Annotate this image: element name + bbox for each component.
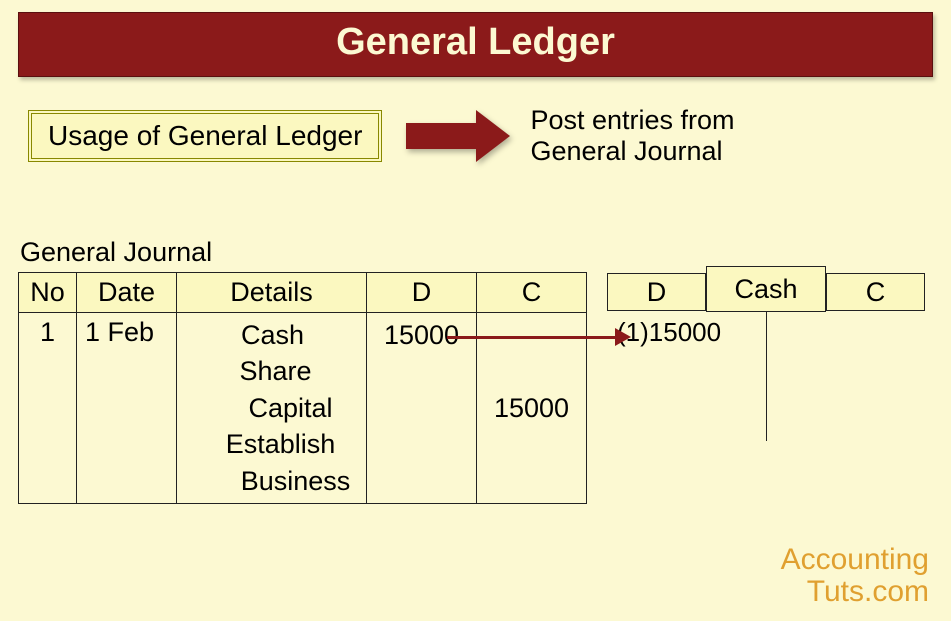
t-account: D Cash C (1)15000 [607, 266, 925, 441]
t-account-body: (1)15000 [607, 311, 925, 441]
credit-value: 15000 [483, 390, 580, 426]
title-text: General Ledger [336, 21, 615, 63]
posting-arrow [447, 328, 631, 346]
detail-line: Share [183, 353, 360, 389]
detail-line: Establish [183, 426, 360, 462]
col-header-date: Date [77, 273, 177, 313]
cell-no: 1 [19, 313, 77, 504]
journal-title: General Journal [20, 237, 587, 268]
journal-table: No Date Details D C 1 1 Feb Cash Share C… [18, 272, 587, 504]
arrow-shaft [406, 123, 476, 149]
large-arrow [406, 110, 510, 162]
title-banner: General Ledger [18, 12, 933, 77]
post-line-2: General Journal [530, 136, 734, 167]
arrow-head-icon [476, 110, 510, 162]
table-header-row: No Date Details D C [19, 273, 587, 313]
t-account-credit-col [767, 311, 926, 441]
col-header-no: No [19, 273, 77, 313]
detail-line: Capital [183, 390, 360, 426]
post-line-1: Post entries from [530, 105, 734, 136]
t-account-debit-label: D [607, 273, 706, 311]
small-arrow-shaft [447, 336, 615, 339]
col-header-debit: D [367, 273, 477, 313]
col-header-details: Details [177, 273, 367, 313]
cell-details: Cash Share Capital Establish Business [177, 313, 367, 504]
usage-text: Usage of General Ledger [48, 120, 362, 151]
detail-line: Business [183, 463, 360, 499]
t-account-debit-entry: (1)15000 [617, 317, 758, 348]
usage-row: Usage of General Ledger Post entries fro… [28, 105, 951, 167]
t-account-header: D Cash C [607, 266, 925, 311]
t-account-credit-label: C [826, 273, 925, 311]
journal-section: General Journal No Date Details D C 1 1 … [18, 237, 587, 504]
col-header-credit: C [477, 273, 587, 313]
usage-box: Usage of General Ledger [28, 110, 382, 162]
detail-line: Cash [183, 317, 360, 353]
watermark-line-1: Accounting [781, 544, 929, 576]
watermark-line-2: Tuts.com [781, 576, 929, 608]
cell-date: 1 Feb [77, 313, 177, 504]
t-account-name: Cash [706, 266, 826, 312]
post-text: Post entries from General Journal [530, 105, 734, 167]
watermark: Accounting Tuts.com [781, 544, 929, 607]
small-arrow-head-icon [615, 328, 631, 346]
